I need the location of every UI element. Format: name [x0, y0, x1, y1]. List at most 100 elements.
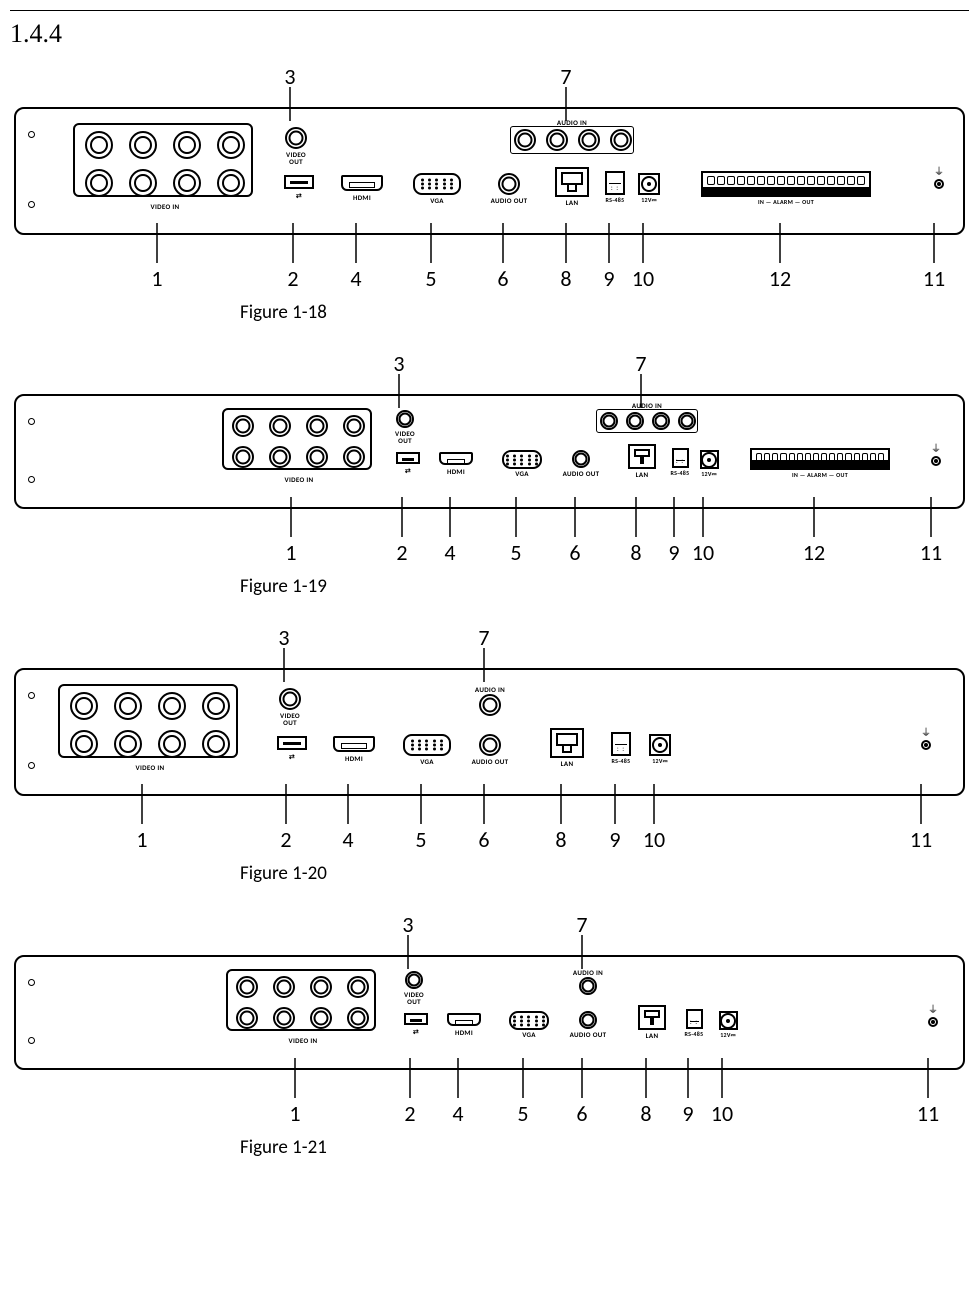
video-in-group: VIDEO IN [73, 123, 253, 197]
rear-panel: VIDEO INVIDEOOUT⇄HDMIVGAAUDIO OUTAUDIO I… [14, 394, 965, 509]
bnc-audio-in [579, 977, 597, 995]
label-video-out: VIDEOOUT [280, 712, 300, 726]
bnc-audio-in [626, 412, 644, 430]
bnc-video-in [343, 446, 365, 468]
screw-icon [28, 762, 35, 769]
bnc-video-out [285, 127, 307, 149]
ground-icon: ⏚ [931, 444, 941, 454]
bnc-video-in [129, 131, 157, 159]
label-hdmi: HDMI [345, 755, 363, 762]
power-jack [719, 1011, 738, 1030]
callout-number: 5 [425, 265, 436, 292]
label-lan: LAN [636, 471, 649, 478]
label-12v: 12V⎓ [652, 758, 668, 764]
label-vga: VGA [522, 1031, 536, 1038]
callout-number: 11 [923, 265, 945, 292]
bnc-video-in [85, 169, 113, 197]
label-audio-in: AUDIO IN [475, 686, 505, 693]
power-jack [638, 173, 660, 195]
label-lan: LAN [566, 199, 579, 206]
bnc-audio-out [479, 734, 501, 756]
label-12v: 12V⎓ [720, 1032, 736, 1038]
bnc-audio-in [546, 129, 568, 151]
label-video-in: VIDEO IN [289, 1037, 318, 1044]
video-in-group: VIDEO IN [222, 408, 372, 470]
callout-number: 5 [510, 539, 521, 566]
label-rs485: RS-485 [671, 470, 690, 476]
figure-f20: 37VIDEO INVIDEOOUT⇄HDMIVGAAUDIO OUTAUDIO… [10, 624, 969, 854]
bnc-video-in [273, 976, 295, 998]
video-in-group: VIDEO IN [226, 969, 376, 1031]
hdmi-port [439, 452, 473, 465]
callout-number: 3 [402, 911, 413, 938]
bnc-video-in [70, 730, 98, 758]
callout-numbers-bottom: 12456891011 [10, 826, 969, 852]
callout-numbers-top: 37 [10, 911, 969, 937]
callout-number: 11 [917, 1100, 939, 1127]
screw-icon [28, 979, 35, 986]
callout-number: 12 [803, 539, 825, 566]
bnc-audio-in [652, 412, 670, 430]
label-audio-out: AUDIO OUT [472, 758, 509, 765]
label-vga: VGA [420, 758, 434, 765]
bnc-audio-out [498, 173, 520, 195]
hdmi-port [341, 175, 383, 191]
callout-number: 5 [517, 1100, 528, 1127]
callout-number: 8 [555, 826, 566, 853]
label-rs485: RS-485 [612, 758, 631, 764]
callout-number: 2 [396, 539, 407, 566]
label-video-in: VIDEO IN [285, 476, 314, 483]
callout-number: 5 [415, 826, 426, 853]
figure-caption: Figure 1-19 [240, 575, 969, 598]
ground-screw-icon [931, 456, 941, 466]
ground-icon: ⏚ [934, 167, 944, 177]
bnc-video-in [310, 976, 332, 998]
figure-caption: Figure 1-20 [240, 862, 969, 885]
figure-caption: Figure 1-21 [240, 1136, 969, 1159]
usb-port [277, 736, 307, 750]
vga-port [502, 450, 542, 469]
screw-icon [28, 131, 35, 138]
callout-number: 6 [569, 539, 580, 566]
label-usb: ⇄ [413, 1028, 419, 1035]
rs485-port [672, 448, 689, 468]
callout-number: 8 [640, 1100, 651, 1127]
label-video-out: VIDEOOUT [395, 430, 415, 444]
label-usb: ⇄ [405, 467, 411, 474]
callout-number: 7 [478, 624, 489, 651]
bnc-video-in [70, 692, 98, 720]
figure-caption: Figure 1-18 [240, 301, 969, 324]
bnc-video-in [306, 415, 328, 437]
bnc-video-in [273, 1007, 295, 1029]
bnc-video-in [236, 1007, 258, 1029]
label-lan: LAN [646, 1032, 659, 1039]
label-hdmi: HDMI [447, 468, 465, 475]
bnc-video-in [202, 730, 230, 758]
alarm-terminal [701, 171, 871, 197]
lan-port [628, 444, 656, 469]
ground-icon: ⏚ [921, 728, 931, 738]
usb-port [284, 175, 314, 189]
bnc-video-in [129, 169, 157, 197]
bnc-video-in [306, 446, 328, 468]
callout-number: 11 [910, 826, 932, 853]
callout-number: 7 [576, 911, 587, 938]
label-vga: VGA [515, 470, 529, 477]
hdmi-port [447, 1013, 481, 1026]
bnc-video-in [85, 131, 113, 159]
bnc-video-out [279, 688, 301, 710]
callout-number: 8 [560, 265, 571, 292]
callout-number: 9 [668, 539, 679, 566]
callout-numbers-top: 37 [10, 350, 969, 376]
callout-number: 1 [136, 826, 147, 853]
power-jack [649, 734, 671, 756]
label-hdmi: HDMI [353, 194, 371, 201]
callout-numbers-bottom: 1245689101211 [10, 539, 969, 565]
bnc-video-in [347, 1007, 369, 1029]
label-audio-in: AUDIO IN [557, 119, 587, 126]
bnc-video-in [217, 131, 245, 159]
label-video-out: VIDEOOUT [404, 991, 424, 1005]
ground-terminal: ⏚ [934, 167, 944, 189]
bnc-video-in [158, 730, 186, 758]
label-audio-out: AUDIO OUT [491, 197, 528, 204]
